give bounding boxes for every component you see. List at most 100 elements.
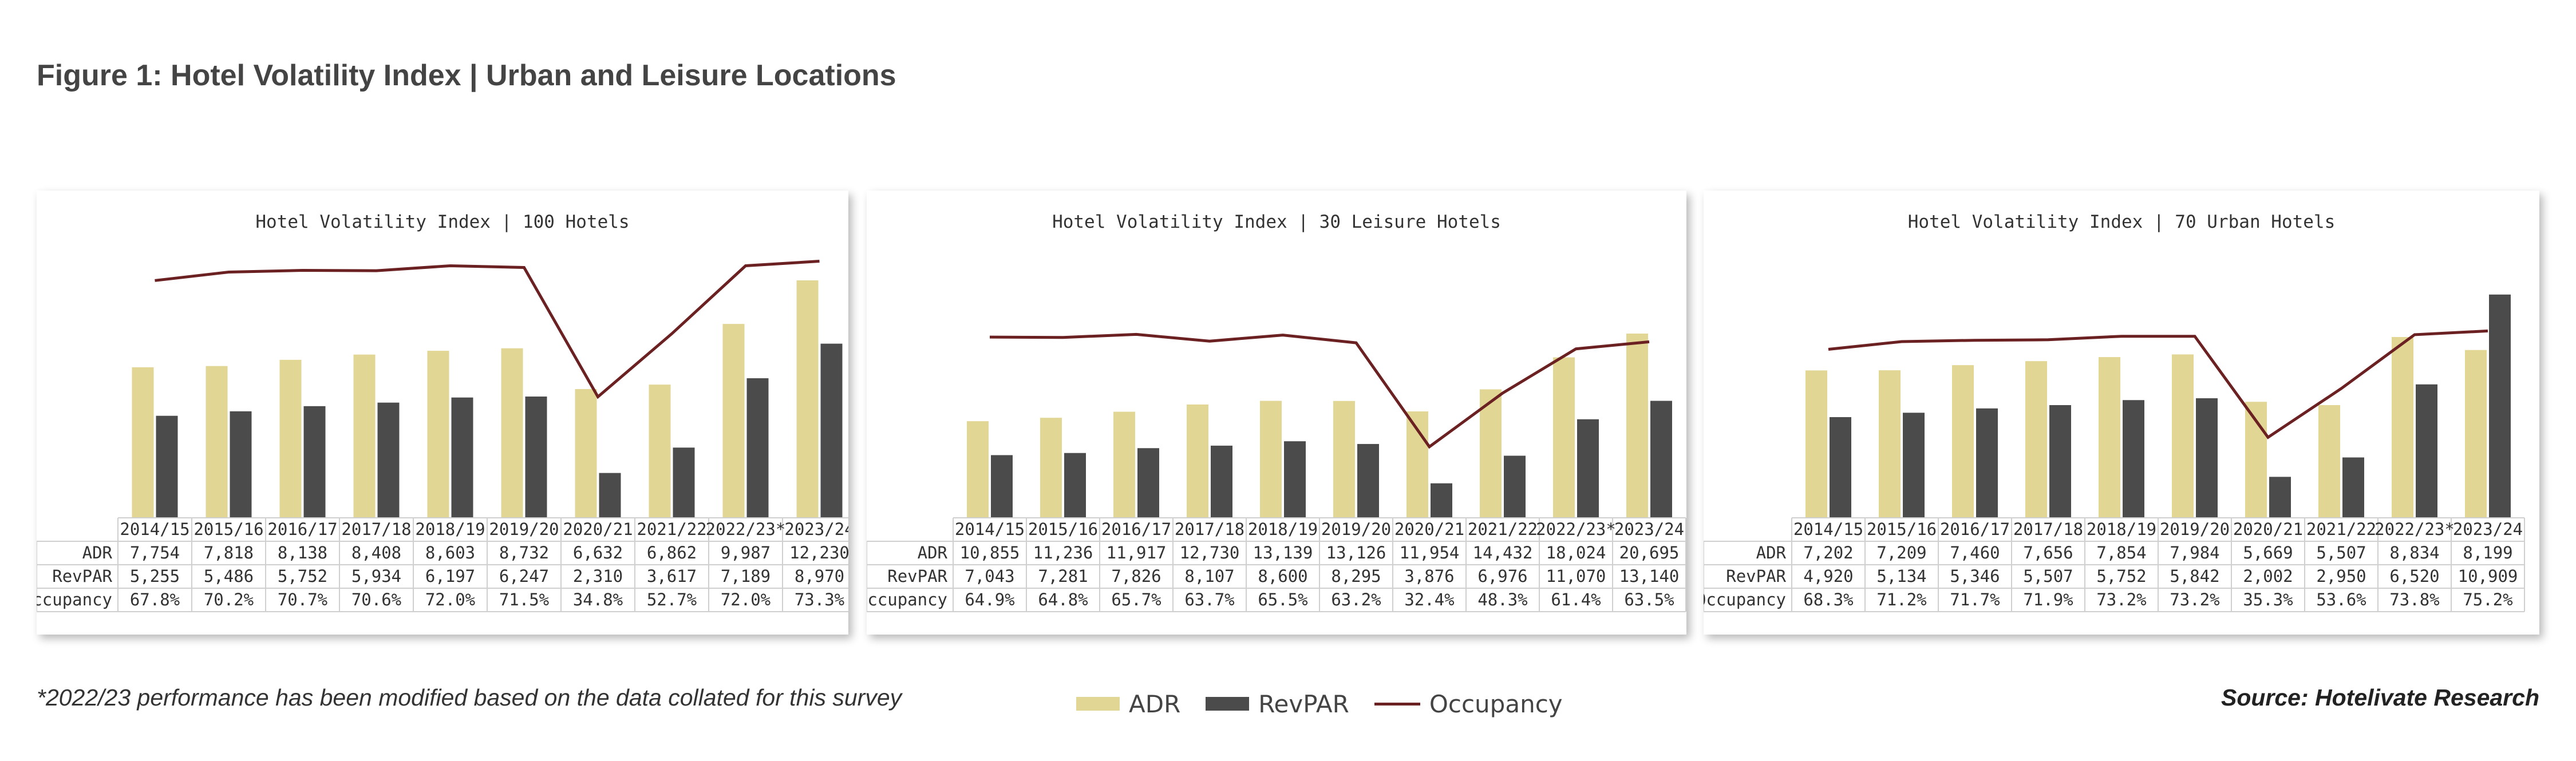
data-label-adr: 13,126 <box>1326 543 1386 562</box>
data-label-revpar: 5,507 <box>2023 566 2073 586</box>
data-label-adr: 10,855 <box>960 543 1020 562</box>
data-label-occupancy: 68.3% <box>1803 590 1853 609</box>
data-label-revpar: 7,043 <box>965 566 1014 586</box>
revpar-bar <box>525 397 547 518</box>
data-label-occupancy: 70.6% <box>351 590 401 609</box>
data-label-occupancy: 65.5% <box>1258 590 1307 609</box>
occupancy-line <box>1828 329 2488 439</box>
data-label-adr: 20,695 <box>1619 543 1680 562</box>
adr-bar <box>1553 357 1575 518</box>
data-label-revpar: 10,909 <box>2458 566 2518 586</box>
data-label-occupancy: 71.2% <box>1876 590 1926 609</box>
table-row-label: RevPAR <box>887 566 947 586</box>
data-label-occupancy: 48.3% <box>1477 590 1527 609</box>
category-label: 2014/15 <box>1793 520 1863 539</box>
revpar-bar <box>1064 453 1086 518</box>
data-label-adr: 7,460 <box>1950 543 2000 562</box>
table-row-label: RevPAR <box>1726 566 1786 586</box>
chart-panel-70-urban-hotels: Hotel Volatility Index | 70 Urban Hotels… <box>1704 191 2539 635</box>
data-label-adr: 8,138 <box>278 543 327 562</box>
data-label-revpar: 8,600 <box>1258 566 1307 586</box>
data-label-occupancy: 63.7% <box>1184 590 1234 609</box>
adr-bar <box>1260 401 1282 518</box>
data-label-revpar: 5,346 <box>1950 566 2000 586</box>
revpar-bar <box>1504 455 1526 518</box>
revpar-bar <box>2269 477 2291 518</box>
data-label-adr: 8,732 <box>499 543 549 562</box>
data-label-revpar: 8,107 <box>1184 566 1234 586</box>
chart-legend: ADR RevPAR Occupancy <box>1076 688 1588 720</box>
table-row-label: Occupancy <box>867 590 947 609</box>
category-label: 2023/24 <box>2453 520 2523 539</box>
data-label-occupancy: 70.2% <box>204 590 254 609</box>
data-label-occupancy: 73.2% <box>2170 590 2219 609</box>
revpar-bar <box>451 397 473 518</box>
category-label: 2019/20 <box>489 520 559 539</box>
category-label: 2021/22 <box>1468 520 1538 539</box>
data-label-occupancy: 35.3% <box>2243 590 2293 609</box>
data-label-revpar: 6,520 <box>2389 566 2439 586</box>
chart-panel-100-hotels: Hotel Volatility Index | 100 Hotels 2014/… <box>37 191 848 635</box>
table-row-label: RevPAR <box>52 566 112 586</box>
revpar-bar <box>2416 384 2437 518</box>
revpar-bar <box>746 378 769 518</box>
data-label-revpar: 13,140 <box>1619 566 1680 586</box>
revpar-bar <box>2196 398 2218 518</box>
adr-bar <box>2465 350 2487 518</box>
revpar-bar <box>1431 483 1452 518</box>
data-label-revpar: 2,310 <box>573 566 623 586</box>
data-label-adr: 11,954 <box>1400 543 1460 562</box>
legend-swatch-occupancy <box>1374 702 1420 705</box>
data-label-revpar: 6,976 <box>1477 566 1527 586</box>
category-label: 2020/21 <box>563 520 633 539</box>
data-label-revpar: 3,876 <box>1404 566 1454 586</box>
adr-bar <box>206 366 228 518</box>
data-label-revpar: 5,752 <box>278 566 327 586</box>
category-label: 2014/15 <box>120 520 189 539</box>
adr-bar <box>353 354 376 518</box>
adr-bar <box>1187 404 1208 518</box>
revpar-bar <box>1976 408 1998 518</box>
data-label-occupancy: 67.8% <box>130 590 180 609</box>
data-label-adr: 7,984 <box>2170 543 2219 562</box>
data-label-adr: 7,754 <box>130 543 180 562</box>
category-label: 2022/23* <box>706 520 786 539</box>
adr-bar <box>796 280 819 518</box>
revpar-bar <box>2049 405 2071 518</box>
adr-bar <box>1333 401 1355 518</box>
adr-bar <box>2172 354 2194 518</box>
data-label-adr: 9,987 <box>721 543 771 562</box>
adr-bar <box>967 421 989 518</box>
data-label-revpar: 7,189 <box>721 566 771 586</box>
data-label-adr: 12,730 <box>1180 543 1240 562</box>
revpar-bar <box>1577 419 1599 518</box>
category-label: 2020/21 <box>2233 520 2303 539</box>
revpar-bar <box>1830 417 1851 518</box>
data-label-occupancy: 64.9% <box>965 590 1014 609</box>
table-row-label: Occupancy <box>37 590 112 609</box>
figure-title: Figure 1: Hotel Volatility Index | Urban… <box>37 59 896 92</box>
legend-item-revpar: RevPAR <box>1206 690 1349 718</box>
data-label-adr: 8,834 <box>2389 543 2439 562</box>
revpar-bar <box>303 406 326 518</box>
data-label-revpar: 11,070 <box>1546 566 1606 586</box>
category-label: 2022/23* <box>2374 520 2455 539</box>
adr-bar <box>1040 418 1062 518</box>
data-label-occupancy: 61.4% <box>1551 590 1601 609</box>
category-label: 2023/24 <box>1614 520 1684 539</box>
adr-bar <box>2099 357 2120 518</box>
adr-bar <box>1113 411 1135 518</box>
source-note: Source: Hotelivate Research <box>2221 684 2539 711</box>
data-label-occupancy: 65.7% <box>1111 590 1161 609</box>
adr-bar <box>575 389 597 518</box>
chart-svg: Hotel Volatility Index | 100 Hotels 2014/… <box>37 212 848 612</box>
revpar-bar <box>1357 443 1379 518</box>
data-label-adr: 11,917 <box>1107 543 1167 562</box>
data-label-adr: 18,024 <box>1546 543 1606 562</box>
category-label: 2021/22 <box>2306 520 2376 539</box>
revpar-bar <box>991 455 1013 518</box>
data-label-adr: 5,669 <box>2243 543 2293 562</box>
data-label-adr: 11,236 <box>1033 543 1093 562</box>
data-label-occupancy: 73.3% <box>795 590 844 609</box>
data-label-revpar: 8,970 <box>795 566 844 586</box>
